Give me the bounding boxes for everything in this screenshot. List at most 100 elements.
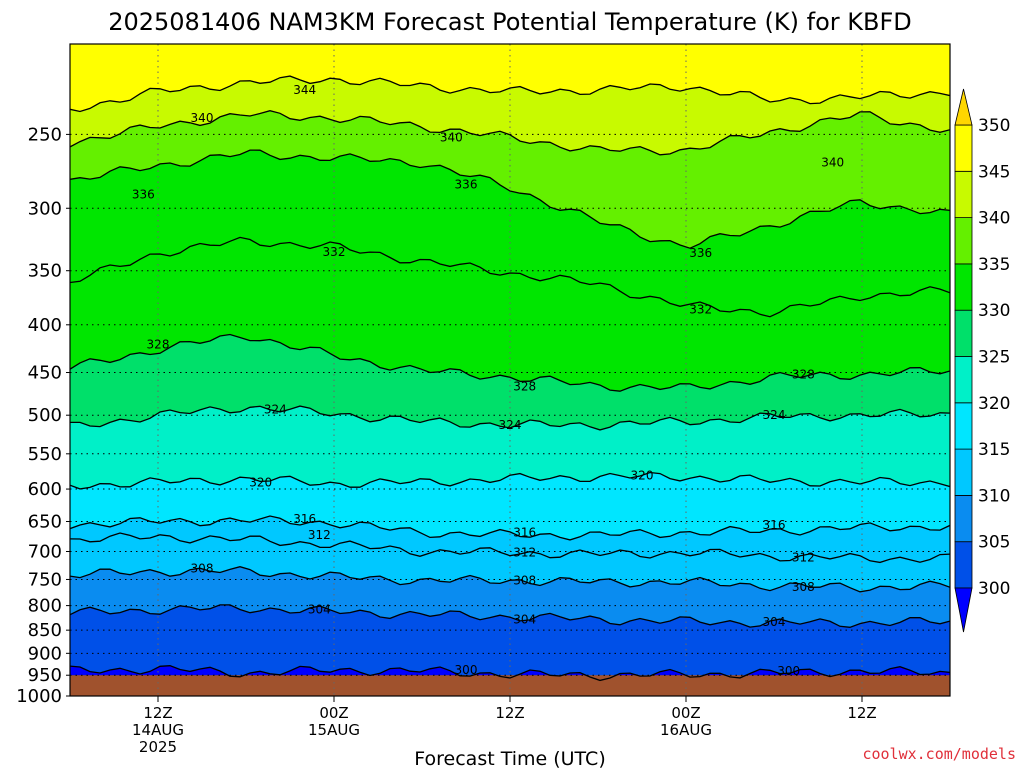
credit-text: coolwx.com/models bbox=[862, 745, 1016, 763]
colorbar-swatch bbox=[954, 263, 973, 311]
contour-label: 304 bbox=[308, 603, 331, 617]
x-tick-label: 12Z bbox=[847, 704, 876, 722]
contour-label: 344 bbox=[293, 83, 316, 97]
y-axis: 2503003504004505005506006507007508008509… bbox=[16, 124, 70, 707]
contour-label: 300 bbox=[777, 664, 800, 678]
contour-label: 340 bbox=[440, 131, 463, 145]
colorbar-tick-label: 310 bbox=[978, 486, 1010, 506]
colorbar-swatch bbox=[954, 309, 973, 357]
contour-line bbox=[70, 532, 950, 564]
colorbar-tick-label: 300 bbox=[978, 579, 1010, 599]
y-tick-label: 800 bbox=[28, 596, 62, 617]
colorbar-swatch bbox=[954, 541, 973, 589]
contour-line bbox=[70, 333, 950, 392]
contour-label: 316 bbox=[513, 526, 536, 540]
y-tick-label: 700 bbox=[28, 542, 62, 563]
colorbar-tick-label: 320 bbox=[978, 394, 1010, 414]
colorbar-swatch bbox=[954, 494, 973, 543]
y-tick-label: 550 bbox=[28, 444, 62, 465]
contour-label: 324 bbox=[499, 418, 522, 432]
contour-line bbox=[70, 665, 950, 682]
contour-label: 336 bbox=[132, 188, 155, 202]
colorbar-tick-label: 325 bbox=[978, 348, 1010, 368]
contour-label: 316 bbox=[293, 512, 316, 526]
y-tick-label: 350 bbox=[28, 261, 62, 282]
isentrope-contours bbox=[70, 75, 950, 682]
contour-line bbox=[70, 515, 950, 541]
contour-line bbox=[70, 471, 950, 490]
contour-label: 320 bbox=[631, 468, 654, 482]
colorbar-tick-label: 330 bbox=[978, 301, 1010, 321]
y-tick-label: 250 bbox=[28, 124, 62, 145]
contour-label: 340 bbox=[191, 111, 214, 125]
chart-title: 2025081406 NAM3KM Forecast Potential Tem… bbox=[108, 8, 912, 36]
contour-line bbox=[70, 405, 950, 431]
contour-label: 340 bbox=[821, 156, 844, 170]
y-tick-label: 600 bbox=[28, 479, 62, 500]
contour-label: 312 bbox=[513, 546, 536, 560]
x-tick-label: 12Z bbox=[143, 704, 172, 722]
colorbar-tick-label: 350 bbox=[978, 116, 1010, 136]
colorbar-tick-label: 315 bbox=[978, 440, 1010, 460]
y-tick-label: 300 bbox=[28, 198, 62, 219]
x-tick-label: 14AUG bbox=[132, 721, 184, 739]
contour-label: 320 bbox=[249, 475, 272, 489]
ground-fill bbox=[70, 675, 950, 696]
contour-label: 336 bbox=[689, 246, 712, 260]
contour-labels: 344 340 340 340 336 336 336 332 332 328 328 328 324 3… bbox=[132, 83, 844, 678]
y-tick-label: 900 bbox=[28, 643, 62, 664]
x-tick-label: 2025 bbox=[139, 738, 177, 756]
contour-label: 324 bbox=[763, 408, 786, 422]
contour-label: 308 bbox=[792, 580, 815, 594]
contour-label: 332 bbox=[689, 302, 712, 316]
x-tick-label: 00Z bbox=[319, 704, 348, 722]
contour-label: 316 bbox=[763, 518, 786, 532]
contour-line bbox=[70, 110, 950, 156]
y-tick-label: 400 bbox=[28, 315, 62, 336]
colorbar-tick-label: 340 bbox=[978, 209, 1010, 229]
y-tick-label: 450 bbox=[28, 363, 62, 384]
colorbar-tick-label: 345 bbox=[978, 162, 1010, 182]
x-tick-label: 12Z bbox=[495, 704, 524, 722]
contour-label: 308 bbox=[191, 562, 214, 576]
colorbar-tick-label: 335 bbox=[978, 255, 1010, 275]
y-tick-label: 950 bbox=[28, 665, 62, 686]
contour-line bbox=[70, 75, 950, 113]
contour-label: 336 bbox=[455, 178, 478, 192]
contour-label: 324 bbox=[264, 402, 287, 416]
contour-label: 304 bbox=[763, 615, 786, 629]
contour-label: 300 bbox=[455, 663, 478, 677]
colorbar-swatch bbox=[954, 356, 973, 404]
x-tick-label: 15AUG bbox=[308, 721, 360, 739]
contour-line bbox=[70, 236, 950, 318]
colorbar-swatch bbox=[954, 217, 973, 265]
contour-label: 312 bbox=[308, 528, 331, 542]
colorbar-swatch bbox=[954, 170, 973, 219]
y-tick-label: 500 bbox=[28, 405, 62, 426]
contour-line bbox=[70, 566, 950, 593]
x-axis-label: Forecast Time (UTC) bbox=[414, 748, 605, 768]
y-tick-label: 850 bbox=[28, 620, 62, 641]
contour-label: 304 bbox=[513, 613, 536, 627]
colorbar-tick-label: 305 bbox=[978, 533, 1010, 553]
colorbar: 300 305 310 315 320 325 330 335 340 345 350 bbox=[954, 88, 1010, 633]
y-tick-label: 650 bbox=[28, 511, 62, 532]
colorbar-swatch bbox=[954, 402, 973, 450]
x-tick-label: 00Z bbox=[671, 704, 700, 722]
ground-layer bbox=[70, 675, 950, 696]
contour-label: 328 bbox=[792, 367, 815, 381]
contour-label: 328 bbox=[147, 338, 170, 352]
x-tick-label: 16AUG bbox=[660, 721, 712, 739]
contour-label: 308 bbox=[513, 574, 536, 588]
colorbar-swatch bbox=[954, 124, 973, 172]
y-tick-label: 750 bbox=[28, 569, 62, 590]
contour-line bbox=[70, 149, 950, 249]
contour-line bbox=[70, 604, 950, 628]
colorbar-swatch bbox=[954, 448, 973, 496]
contour-label: 328 bbox=[513, 380, 536, 394]
contour-label: 332 bbox=[323, 245, 346, 259]
colorbar-extend-low bbox=[954, 587, 973, 633]
colorbar-extend-high bbox=[954, 88, 973, 126]
